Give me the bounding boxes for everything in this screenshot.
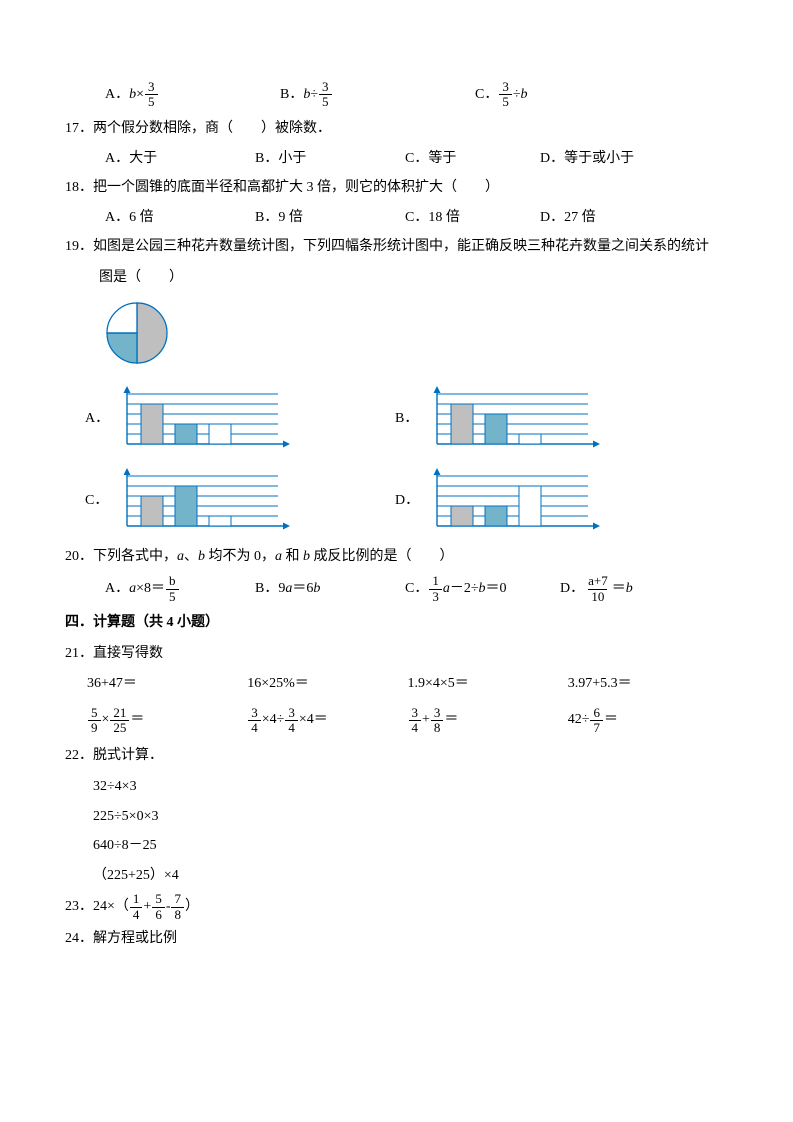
- barchart-b: [425, 386, 600, 454]
- opt-b: B．小于: [255, 146, 405, 173]
- q21: 21．直接写得数 36+47＝ 16×25%＝ 1.9×4×5＝ 3.97+5.…: [65, 641, 728, 736]
- var: b: [521, 82, 528, 109]
- opt-a: A．大于: [105, 146, 255, 173]
- op: ÷: [513, 82, 521, 109]
- text: 、: [184, 549, 198, 564]
- pie-svg: [105, 301, 169, 365]
- chart-opt-d: D．: [395, 468, 675, 536]
- q-text-2: 图是（ ）: [99, 270, 183, 285]
- label: C．: [85, 488, 109, 515]
- cell: 3.97+5.3＝: [568, 671, 728, 698]
- op: ×: [136, 82, 144, 109]
- label: A．: [105, 82, 129, 109]
- calc-line: 640÷8－25: [65, 833, 728, 860]
- q-number: 24．: [65, 931, 93, 946]
- q16-options: A． b × 35 B． b ÷ 35 C． 35 ÷ b: [65, 80, 728, 110]
- text: 24×（: [93, 894, 129, 921]
- var-a: a: [177, 549, 184, 564]
- label: C．: [475, 82, 498, 109]
- q20-opt-d: D．a+710＝b: [560, 574, 633, 604]
- opt-b: B．9 倍: [255, 205, 405, 232]
- q20-opt-c: C．13 a－2÷b＝0: [405, 574, 560, 604]
- opt-d: D．27 倍: [540, 205, 705, 232]
- q-number: 18．: [65, 180, 93, 195]
- q-number: 17．: [65, 121, 93, 136]
- label: A．: [85, 406, 109, 433]
- label: B．: [395, 406, 419, 433]
- text: 均不为 0，: [205, 549, 275, 564]
- var: b: [303, 82, 310, 109]
- calc-row-1: 36+47＝ 16×25%＝ 1.9×4×5＝ 3.97+5.3＝: [65, 671, 728, 698]
- q17: 17．两个假分数相除，商（ ）被除数． A．大于 B．小于 C．等于 D．等于或…: [65, 116, 728, 173]
- q23: 23． 24×（ 14 + 56 - 78 ）: [65, 892, 728, 922]
- cell: 59×2125＝: [87, 706, 247, 736]
- q18: 18．把一个圆锥的底面半径和高都扩大 3 倍，则它的体积扩大（ ） A．6 倍 …: [65, 175, 728, 232]
- cell: 42÷67＝: [568, 706, 728, 736]
- section-header: 四．计算题（共 4 小题）: [65, 610, 728, 637]
- chart-opt-b: B．: [395, 386, 675, 454]
- cell: 34×4÷34×4＝: [247, 706, 407, 736]
- q24: 24．解方程或比例: [65, 926, 728, 953]
- q19: 19．如图是公园三种花卉数量统计图，下列四幅条形统计图中，能正确反映三种花卉数量…: [65, 234, 728, 536]
- barchart-c: [115, 468, 290, 536]
- var-b: b: [303, 549, 310, 564]
- barchart-a: [115, 386, 290, 454]
- bar-charts-grid: A． B． C． D．: [85, 386, 728, 536]
- q16-opt-a: A． b × 35: [105, 80, 280, 110]
- q20-opt-a: A．a×8＝b5: [105, 574, 255, 604]
- cell: 34+38＝: [408, 706, 568, 736]
- text: 和: [282, 549, 303, 564]
- q-text: 把一个圆锥的底面半径和高都扩大 3 倍，则它的体积扩大（ ）: [93, 180, 499, 195]
- chart-opt-c: C．: [85, 468, 365, 536]
- opt-d: D．等于或小于: [540, 146, 705, 173]
- q-number: 22．: [65, 748, 93, 763]
- chart-opt-a: A．: [85, 386, 365, 454]
- q-number: 23．: [65, 894, 93, 921]
- q-number: 19．: [65, 239, 93, 254]
- opt-c: C．等于: [405, 146, 540, 173]
- text: 成反比例的是（ ）: [310, 549, 454, 564]
- var: b: [129, 82, 136, 109]
- q-text: 解方程或比例: [93, 931, 177, 946]
- fraction: 35: [319, 80, 332, 110]
- q16-opt-c: C． 35 ÷ b: [475, 80, 640, 110]
- calc-line: 32÷4×3: [65, 774, 728, 801]
- fraction: 35: [145, 80, 158, 110]
- q20-opt-b: B．9a＝6b: [255, 576, 405, 603]
- q-text: 两个假分数相除，商（ ）被除数．: [93, 121, 331, 136]
- barchart-d: [425, 468, 600, 536]
- q-number: 20．: [65, 549, 93, 564]
- q-number: 21．: [65, 646, 93, 661]
- calc-row-2: 59×2125＝ 34×4÷34×4＝ 34+38＝ 42÷67＝: [65, 706, 728, 736]
- q-text: 脱式计算．: [93, 748, 163, 763]
- calc-line: 225÷5×0×3: [65, 804, 728, 831]
- var-b: b: [198, 549, 205, 564]
- q16-opt-b: B． b ÷ 35: [280, 80, 475, 110]
- var-a: a: [275, 549, 282, 564]
- label: B．: [280, 82, 303, 109]
- cell: 36+47＝: [87, 671, 247, 698]
- text: 下列各式中，: [93, 549, 177, 564]
- opt-c: C．18 倍: [405, 205, 540, 232]
- calc-line: （225+25）×4: [65, 863, 728, 890]
- cell: 16×25%＝: [247, 671, 407, 698]
- cell: 1.9×4×5＝: [408, 671, 568, 698]
- q-text: 如图是公园三种花卉数量统计图，下列四幅条形统计图中，能正确反映三种花卉数量之间关…: [93, 239, 709, 254]
- pie-chart: [105, 301, 728, 376]
- op: ÷: [310, 82, 318, 109]
- q20: 20．下列各式中，a、b 均不为 0，a 和 b 成反比例的是（ ） A．a×8…: [65, 544, 728, 604]
- q22: 22．脱式计算． 32÷4×3 225÷5×0×3 640÷8－25 （225+…: [65, 743, 728, 889]
- opt-a: A．6 倍: [105, 205, 255, 232]
- fraction: 35: [499, 80, 512, 110]
- label: D．: [395, 488, 419, 515]
- q-text: 直接写得数: [93, 646, 163, 661]
